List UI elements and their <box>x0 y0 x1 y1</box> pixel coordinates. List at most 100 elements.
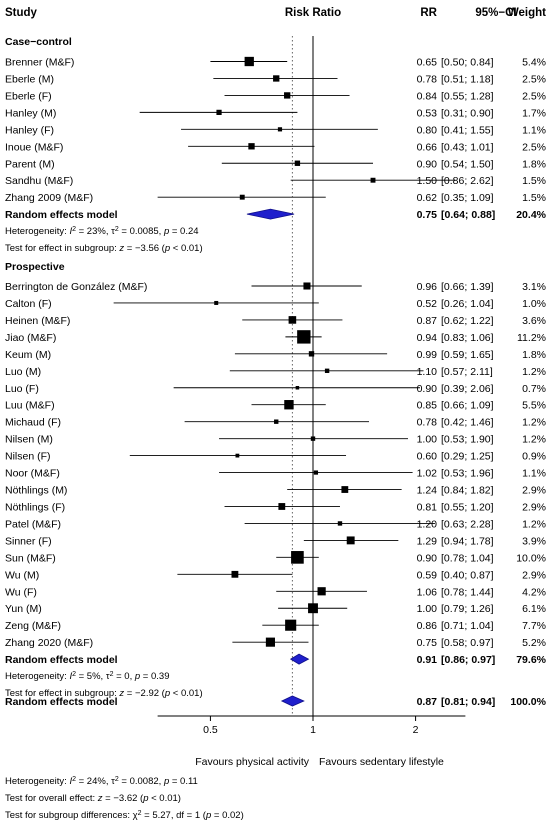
study-weight: 1.2% <box>522 417 546 429</box>
study-name: Wu (F) <box>5 586 37 598</box>
pooled-label: Random effects model <box>5 654 118 666</box>
study-rr: 0.94 <box>417 332 438 344</box>
study-rr: 1.02 <box>417 468 438 480</box>
study-ci: [0.78; 1.44] <box>441 586 494 598</box>
study-weight: 2.9% <box>522 501 546 513</box>
study-ci: [0.63; 2.28] <box>441 518 494 530</box>
study-rr: 0.99 <box>417 349 438 361</box>
study-rr: 0.84 <box>417 90 438 102</box>
study-marker <box>370 177 376 183</box>
study-rr: 1.20 <box>417 518 438 530</box>
overall-ci: [0.81; 0.94] <box>441 696 495 708</box>
study-weight: 5.5% <box>522 400 546 412</box>
study-ci: [0.39; 2.06] <box>441 383 494 395</box>
study-marker <box>216 109 222 115</box>
study-weight: 1.5% <box>522 175 546 187</box>
study-ci: [0.41; 1.55] <box>441 124 494 136</box>
study-ci: [0.31; 0.90] <box>441 107 494 119</box>
pooled-ci: [0.64; 0.88] <box>441 209 495 221</box>
subgroup-title: Case−control <box>5 36 72 48</box>
study-marker <box>337 521 343 526</box>
study-name: Patel (M&F) <box>5 518 61 530</box>
study-marker <box>294 160 301 166</box>
study-weight: 1.8% <box>522 158 546 170</box>
study-rr: 0.90 <box>417 158 438 170</box>
x-tick-label: 1 <box>310 724 316 736</box>
study-ci: [0.57; 2.11] <box>441 366 493 378</box>
study-marker <box>285 619 297 631</box>
study-weight: 2.9% <box>522 485 546 497</box>
study-marker <box>231 570 239 578</box>
study-name: Zeng (M&F) <box>5 620 61 632</box>
study-name: Heinen (M&F) <box>5 315 70 327</box>
subgroup-title: Prospective <box>5 261 65 273</box>
study-rr: 0.75 <box>417 637 438 649</box>
study-name: Luo (M) <box>5 366 41 378</box>
study-rr: 0.80 <box>417 124 438 136</box>
study-name: Sinner (F) <box>5 535 52 547</box>
study-weight: 4.2% <box>522 586 546 598</box>
study-weight: 2.5% <box>522 73 546 85</box>
study-rr: 1.29 <box>417 535 438 547</box>
pooled-rr: 0.75 <box>417 209 438 221</box>
x-tick-label: 0.5 <box>203 724 218 736</box>
study-weight: 1.1% <box>522 124 546 136</box>
study-marker <box>288 316 297 324</box>
study-marker <box>235 453 240 458</box>
study-weight: 1.7% <box>522 107 546 119</box>
study-marker <box>291 551 304 564</box>
study-weight: 11.2% <box>517 332 546 344</box>
study-name: Luo (F) <box>5 383 39 395</box>
study-marker <box>341 486 349 493</box>
study-ci: [0.53; 1.90] <box>441 434 494 446</box>
study-marker <box>214 300 219 305</box>
study-marker <box>239 194 245 200</box>
x-tick-label: 2 <box>413 724 419 736</box>
study-marker <box>317 587 326 596</box>
study-rr: 0.90 <box>417 552 438 564</box>
header-effect: Risk Ratio <box>285 7 341 19</box>
pooled-weight: 79.6% <box>516 654 546 666</box>
study-rr: 0.87 <box>417 315 438 327</box>
study-ci: [0.94; 1.78] <box>441 535 494 547</box>
study-weight: 3.1% <box>522 281 546 293</box>
pooled-rr: 0.91 <box>417 654 438 666</box>
study-marker <box>324 368 330 373</box>
study-ci: [0.66; 1.39] <box>441 281 494 293</box>
study-weight: 1.8% <box>522 349 546 361</box>
pooled-weight: 20.4% <box>516 209 546 221</box>
study-name: Hanley (M) <box>5 107 56 119</box>
study-ci: [0.86; 2.62] <box>441 175 494 187</box>
study-weight: 3.9% <box>522 535 546 547</box>
study-rr: 0.52 <box>417 298 438 310</box>
pooled-diamond <box>246 208 295 220</box>
study-weight: 0.7% <box>522 383 546 395</box>
study-ci: [0.29; 1.25] <box>441 451 494 463</box>
study-marker <box>277 127 283 132</box>
study-ci: [0.51; 1.18] <box>441 73 494 85</box>
study-rr: 0.86 <box>417 620 438 632</box>
study-rr: 0.78 <box>417 417 438 429</box>
xlabel-left: Favours physical activity <box>195 756 310 768</box>
study-ci: [0.53; 1.96] <box>441 468 494 480</box>
header-weight: Weight <box>508 7 546 19</box>
study-name: Eberle (F) <box>5 90 52 102</box>
pooled-label: Random effects model <box>5 209 118 221</box>
study-name: Noor (M&F) <box>5 468 60 480</box>
study-marker <box>273 75 280 82</box>
subgroup-heterogeneity: Heterogeneity: I2 = 23%, τ2 = 0.0085, p … <box>5 226 199 238</box>
study-rr: 1.06 <box>417 586 438 598</box>
study-weight: 5.4% <box>522 57 546 69</box>
overall-diamond <box>280 695 305 707</box>
study-name: Berrington de González (M&F) <box>5 281 147 293</box>
study-ci: [0.84; 1.82] <box>441 485 494 497</box>
study-weight: 1.2% <box>522 518 546 530</box>
study-marker <box>248 143 255 150</box>
study-name: Sun (M&F) <box>5 552 56 564</box>
study-rr: 0.53 <box>417 107 438 119</box>
study-marker <box>284 92 291 99</box>
study-ci: [0.66; 1.09] <box>441 400 494 412</box>
study-ci: [0.26; 1.04] <box>441 298 494 310</box>
study-ci: [0.35; 1.09] <box>441 192 494 204</box>
